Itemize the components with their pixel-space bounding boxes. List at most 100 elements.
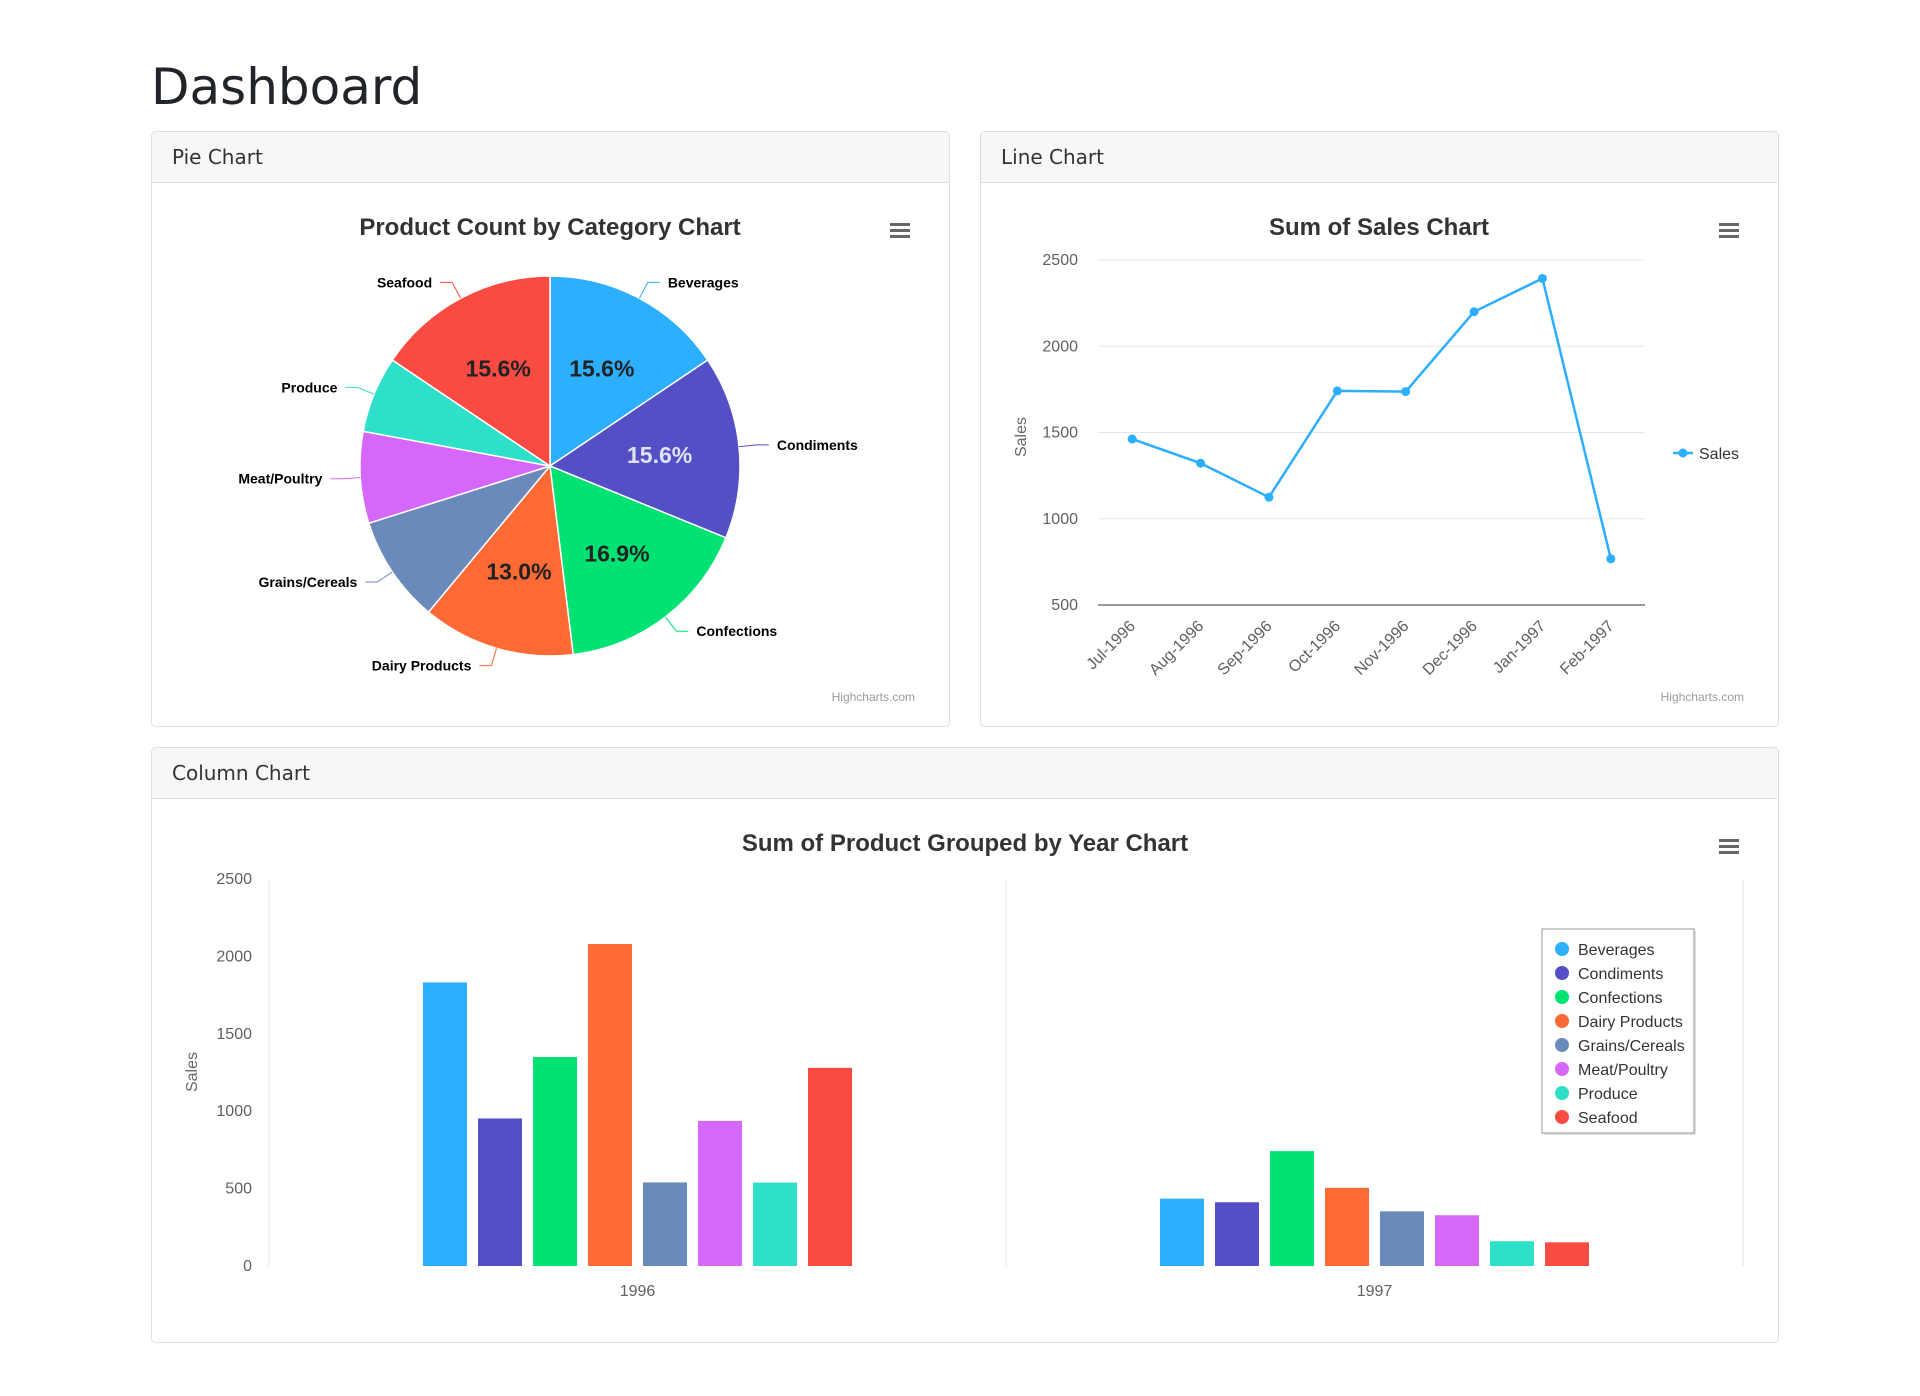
pie-connector: [638, 281, 660, 299]
y-tick-label: 1500: [1042, 425, 1078, 442]
line-chart-card-header: Line Chart: [981, 132, 1778, 183]
y-tick-label: 0: [243, 1258, 252, 1275]
x-tick-label: Jan-1997: [1490, 618, 1549, 677]
line-chart-body: Sum of Sales Chart Sales 500 1000 1500 2000…: [981, 183, 1778, 726]
credits-link[interactable]: Highcharts.com: [1661, 690, 1744, 704]
bar-meat-poultry-1996[interactable]: [698, 1120, 742, 1266]
pie-slices: 15.6% Beverages 15.6% Condiments 16.9% Confec…: [238, 274, 858, 673]
chart-title: Product Count by Category Chart: [359, 214, 740, 241]
data-point[interactable]: [1469, 307, 1479, 317]
line-chart-card: Line Chart Sum of Sales Chart Sales 500 1…: [980, 131, 1779, 727]
bar-confections-1996[interactable]: [533, 1057, 577, 1266]
pie-chart: Product Count by Category Chart 15.6% Bev…: [238, 214, 915, 704]
pie-chart-body: Product Count by Category Chart 15.6% Bev…: [152, 183, 949, 726]
pie-slice-seafood[interactable]: [391, 275, 551, 468]
line-grid: 500 1000 1500 2000 2500: [1042, 252, 1645, 614]
data-point[interactable]: [1127, 434, 1137, 444]
bar-condiments-1996[interactable]: [478, 1118, 522, 1266]
bar-grains-cereals-1997[interactable]: [1380, 1211, 1424, 1266]
pie-slice-beverages[interactable]: [549, 275, 709, 468]
legend-marker: [1555, 1038, 1569, 1052]
legend-item-grains-cereals[interactable]: Grains/Cereals: [1578, 1038, 1685, 1055]
hamburger-menu-icon[interactable]: [888, 219, 912, 241]
legend-item-produce[interactable]: Produce: [1578, 1086, 1638, 1103]
x-tick-label: Nov-1996: [1351, 618, 1412, 679]
y-tick-label: 500: [225, 1181, 252, 1198]
pie-connector: [365, 571, 393, 583]
data-point[interactable]: [1264, 492, 1274, 502]
bar-grains-cereals-1996[interactable]: [643, 1182, 687, 1266]
line-chart: Sum of Sales Chart Sales 500 1000 1500 2000…: [1013, 214, 1744, 704]
data-point[interactable]: [1401, 387, 1411, 397]
pie-category-label: Seafood: [377, 274, 432, 290]
bar-dairy-products-1996[interactable]: [588, 944, 632, 1266]
pie-chart-card: Pie Chart Product Count by Category Char…: [151, 131, 950, 727]
legend-marker: [1555, 990, 1569, 1004]
legend-item-meat-poultry[interactable]: Meat/Poultry: [1578, 1062, 1668, 1079]
bar-seafood-1997[interactable]: [1545, 1242, 1589, 1266]
pie-connector: [738, 444, 769, 448]
hamburger-menu-icon[interactable]: [1717, 835, 1741, 857]
data-point[interactable]: [1537, 273, 1547, 283]
column-chart-body: Sum of Product Grouped by Year Chart Sal…: [152, 799, 1778, 1342]
bar-beverages-1997[interactable]: [1160, 1198, 1204, 1266]
data-point[interactable]: [1332, 386, 1342, 396]
pie-connector: [345, 386, 375, 395]
y-tick-label: 2000: [1042, 338, 1078, 355]
legend-item-condiments[interactable]: Condiments: [1578, 966, 1663, 983]
bar-confections-1997[interactable]: [1270, 1151, 1314, 1266]
pie-connector: [479, 648, 497, 667]
bar-produce-1996[interactable]: [753, 1182, 797, 1266]
legend-item-confections[interactable]: Confections: [1578, 990, 1663, 1007]
legend-item-seafood[interactable]: Seafood: [1578, 1110, 1638, 1127]
legend-marker: [1555, 1062, 1569, 1076]
y-axis-label: Sales: [1013, 417, 1030, 457]
pie-category-label: Condiments: [777, 437, 858, 453]
data-point[interactable]: [1606, 554, 1616, 564]
bar-beverages-1996[interactable]: [423, 982, 467, 1266]
bar-dairy-products-1997[interactable]: [1325, 1187, 1369, 1266]
y-tick-label: 1000: [1042, 511, 1078, 528]
pie-connector: [665, 616, 689, 632]
legend-item-sales[interactable]: Sales: [1699, 446, 1739, 463]
pie-category-label: Grains/Cereals: [259, 574, 358, 590]
y-axis-label: Sales: [184, 1052, 201, 1092]
bar-produce-1997[interactable]: [1490, 1241, 1534, 1266]
pie-connector: [330, 477, 361, 480]
credits-link[interactable]: Highcharts.com: [832, 690, 915, 704]
line-legend[interactable]: Sales: [1673, 446, 1739, 463]
x-tick-label: Oct-1996: [1286, 618, 1345, 677]
y-tick-label: 1000: [216, 1103, 252, 1120]
legend-marker: [1555, 942, 1569, 956]
x-tick-label: Aug-1996: [1146, 618, 1207, 679]
pie-chart-card-header: Pie Chart: [152, 132, 949, 183]
pie-percent-label: 15.6%: [569, 356, 634, 382]
legend-item-dairy-products[interactable]: Dairy Products: [1578, 1014, 1683, 1031]
x-tick-label: Sep-1996: [1215, 618, 1276, 679]
hamburger-menu-icon[interactable]: [1717, 219, 1741, 241]
column-chart: Sum of Product Grouped by Year Chart Sal…: [184, 830, 1744, 1300]
legend-marker: [1555, 966, 1569, 980]
pie-connector: [440, 281, 462, 299]
column-legend[interactable]: Beverages Condiments Confections Dairy Prod…: [1541, 928, 1696, 1135]
bar-condiments-1997[interactable]: [1215, 1202, 1259, 1266]
y-tick-label: 1500: [216, 1026, 252, 1043]
pie-category-label: Meat/Poultry: [238, 471, 322, 487]
bar-meat-poultry-1997[interactable]: [1435, 1215, 1479, 1266]
y-tick-label: 2000: [216, 948, 252, 965]
line-series: [1127, 273, 1616, 564]
pie-category-label: Dairy Products: [372, 658, 472, 674]
column-chart-card-header: Column Chart: [152, 748, 1778, 799]
pie-slice-condiments[interactable]: [548, 358, 741, 539]
bar-seafood-1996[interactable]: [808, 1067, 852, 1266]
x-tick-label: 1996: [620, 1283, 656, 1300]
legend-item-beverages[interactable]: Beverages: [1578, 942, 1655, 959]
x-tick-label: Dec-1996: [1420, 618, 1481, 679]
series-line-sales[interactable]: [1131, 276, 1613, 560]
data-point[interactable]: [1196, 458, 1206, 468]
column-chart-card: Column Chart Sum of Product Grouped by Y…: [151, 747, 1779, 1343]
pie-slice-meat-poultry[interactable]: [359, 430, 551, 525]
legend-marker: [1678, 448, 1688, 458]
pie-percent-label: 13.0%: [486, 559, 551, 585]
column-axes: 0 500 1000 1500 2000 2500 1996 1997: [216, 871, 1744, 1300]
